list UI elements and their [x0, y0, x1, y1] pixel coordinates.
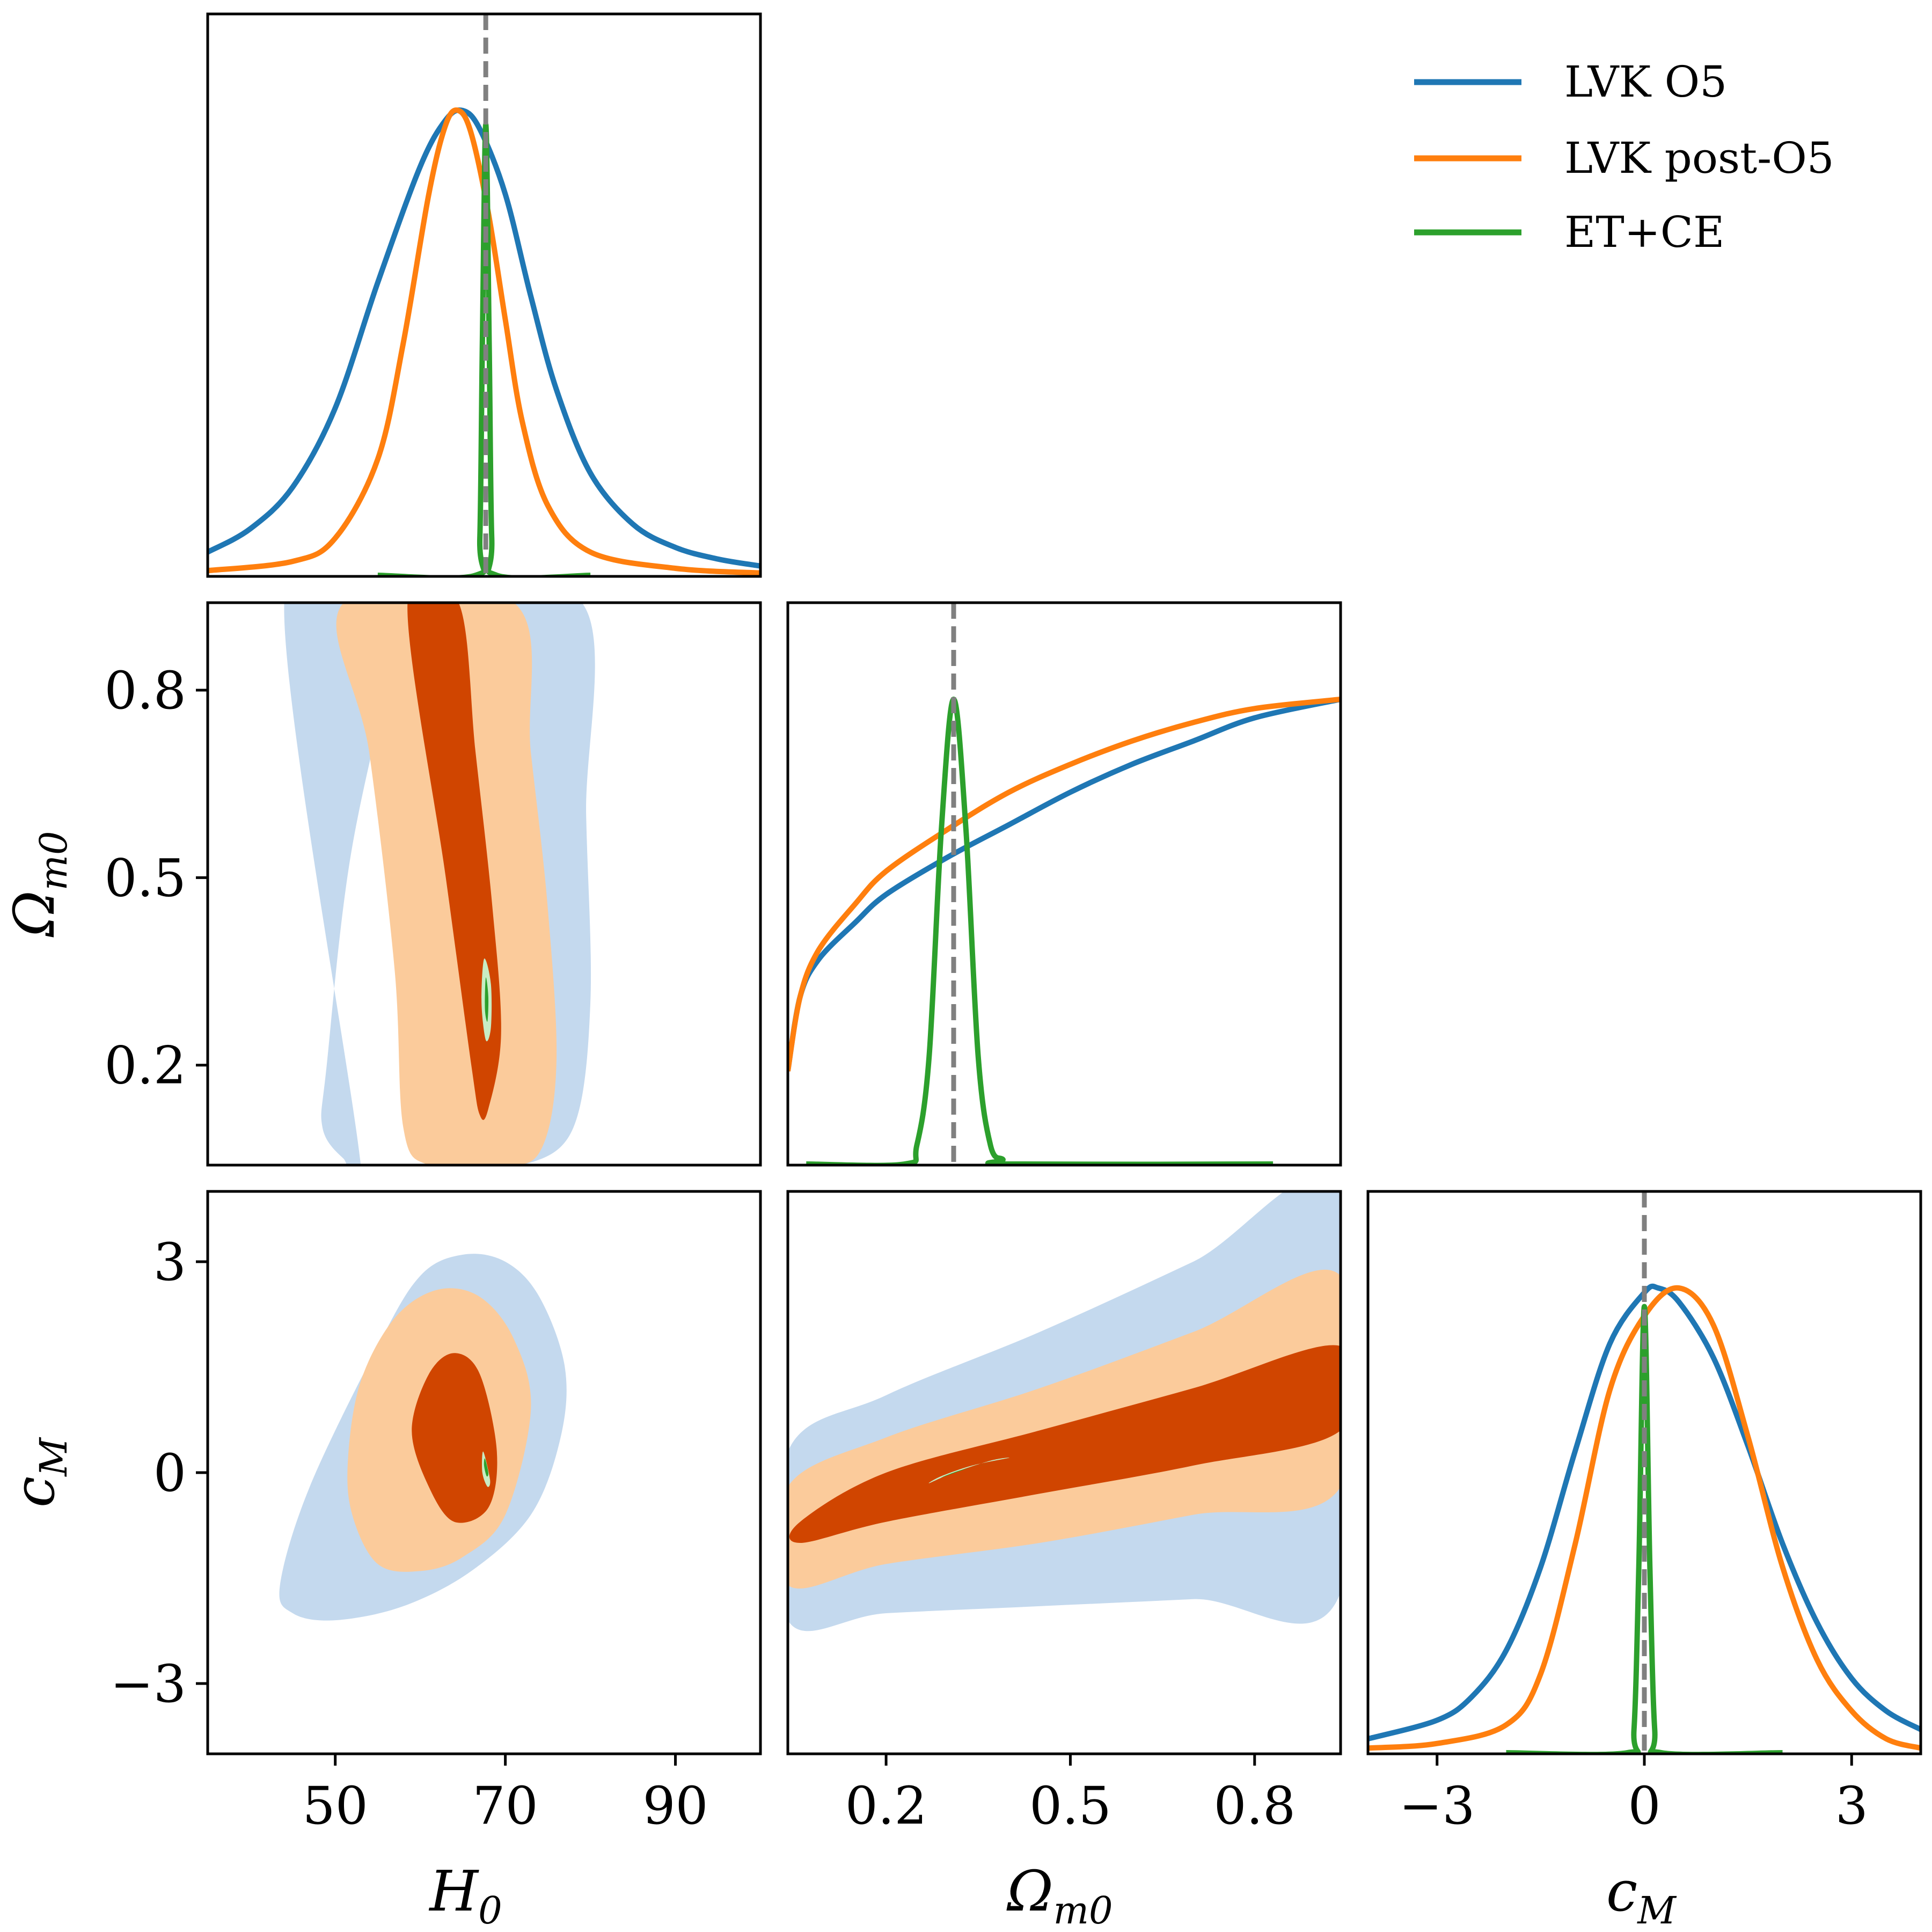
xlabel-Om0: Ωm0: [1006, 1858, 1113, 1932]
ytick-label-cM-1: 0: [153, 1443, 186, 1503]
contour-group-Om0-cM: [788, 1191, 1341, 1631]
panel-Om0-cM-contours: [786, 1190, 1342, 1755]
panel-H0-Om0-contours: [206, 601, 762, 1167]
legend-label-lvk-o5: LVK O5: [1564, 57, 1727, 107]
xtick-label-Om0-1: 0.5: [1029, 1776, 1111, 1836]
xlabel-Om0-symbol: Ω: [1006, 1858, 1053, 1924]
legend: LVK O5 LVK post-O5 ET+CE: [1414, 57, 1834, 257]
xtick-label-cM-2: 3: [1835, 1776, 1868, 1836]
xtick-label-H0-1: 70: [473, 1776, 538, 1836]
ytick-label-Om0-1: 0.5: [104, 848, 186, 908]
ylabel-Om0: Ωm0: [2, 831, 76, 938]
panel-H0-marginal: [206, 12, 762, 578]
contour-H0-Om0-et-ce-68: [485, 977, 489, 1022]
marginal-Om0-lvk-post-o5: [788, 697, 1341, 1072]
ylabel-cM-symbol: c: [2, 1476, 67, 1507]
marginal-cM-lvk-post-o5: [1368, 1285, 1921, 1751]
marginal-H0-lvk-o5: [208, 107, 760, 569]
marginal-cM-lvk-o5: [1368, 1283, 1921, 1741]
ytick-label-Om0-2: 0.8: [104, 661, 186, 721]
contour-group-H0-cM: [279, 1254, 567, 1621]
contour-Om0-cM-lvk-post-o5-68: [789, 1345, 1341, 1543]
legend-label-lvk-post-o5: LVK post-O5: [1564, 133, 1834, 183]
xlabel-cM: cM: [1606, 1858, 1677, 1932]
panel-Om0-marginal: [786, 601, 1342, 1167]
xtick-label-H0-0: 50: [303, 1776, 368, 1836]
xlabel-cM-symbol: c: [1606, 1858, 1637, 1924]
xtick-label-cM-0: −3: [1399, 1776, 1475, 1836]
axes-ticks: 50 70 90 0.2 0.5 0.8 −3 0 3 0.2 0.5 0.8 −3 0 3: [104, 661, 1868, 1836]
xtick-label-cM-1: 0: [1628, 1776, 1660, 1836]
xtick-label-Om0-2: 0.8: [1213, 1776, 1296, 1836]
panel-frame-Om0: [786, 601, 1342, 1167]
ylabel-cM-sub: M: [32, 1437, 76, 1477]
xlabel-cM-sub: M: [1636, 1889, 1677, 1932]
xtick-label-Om0-0: 0.2: [845, 1776, 927, 1836]
contour-H0-Om0-lvk-post-o5-95: [336, 603, 557, 1165]
legend-label-et-ce: ET+CE: [1564, 207, 1724, 257]
marginal-Om0-lvk-o5: [788, 697, 1341, 1072]
ylabel-Om0-symbol: Ω: [2, 890, 67, 938]
ytick-label-cM-0: −3: [110, 1654, 186, 1714]
panel-H0-cM-contours: [206, 1190, 762, 1755]
axis-labels: H0 Ωm0 cM Ωm0 cM: [2, 831, 1677, 1932]
xlabel-H0-symbol: H: [428, 1858, 479, 1924]
marginal-cM-et-ce: [1506, 1304, 1783, 1754]
xtick-label-H0-2: 90: [642, 1776, 708, 1836]
ylabel-cM: cM: [2, 1437, 76, 1507]
marginal-curves-Om0: [788, 697, 1341, 1165]
contour-group-H0-Om0: [284, 603, 595, 1165]
ytick-label-Om0-0: 0.2: [104, 1036, 186, 1096]
xlabel-H0-sub: 0: [478, 1889, 502, 1932]
marginal-Om0-et-ce: [806, 697, 1274, 1165]
panel-frame-H0: [206, 12, 762, 578]
contour-H0-cM-et-ce-68: [484, 1458, 488, 1477]
marginal-H0-lvk-post-o5: [208, 107, 760, 576]
panel-frame-H0-Om0: [206, 601, 762, 1167]
ylabel-Om0-sub: m0: [32, 831, 76, 890]
contour-H0-cM-lvk-post-o5-68: [412, 1353, 497, 1523]
marginal-curves-cM: [1368, 1283, 1921, 1754]
panel-cM-marginal: [1366, 1190, 1922, 1755]
xlabel-H0: H0: [428, 1858, 502, 1932]
ytick-label-cM-2: 3: [153, 1232, 186, 1292]
panel-frame-Om0-cM: [786, 1190, 1342, 1755]
xlabel-Om0-sub: m0: [1053, 1889, 1113, 1932]
contour-H0-Om0-lvk-post-o5-68: [407, 603, 501, 1120]
